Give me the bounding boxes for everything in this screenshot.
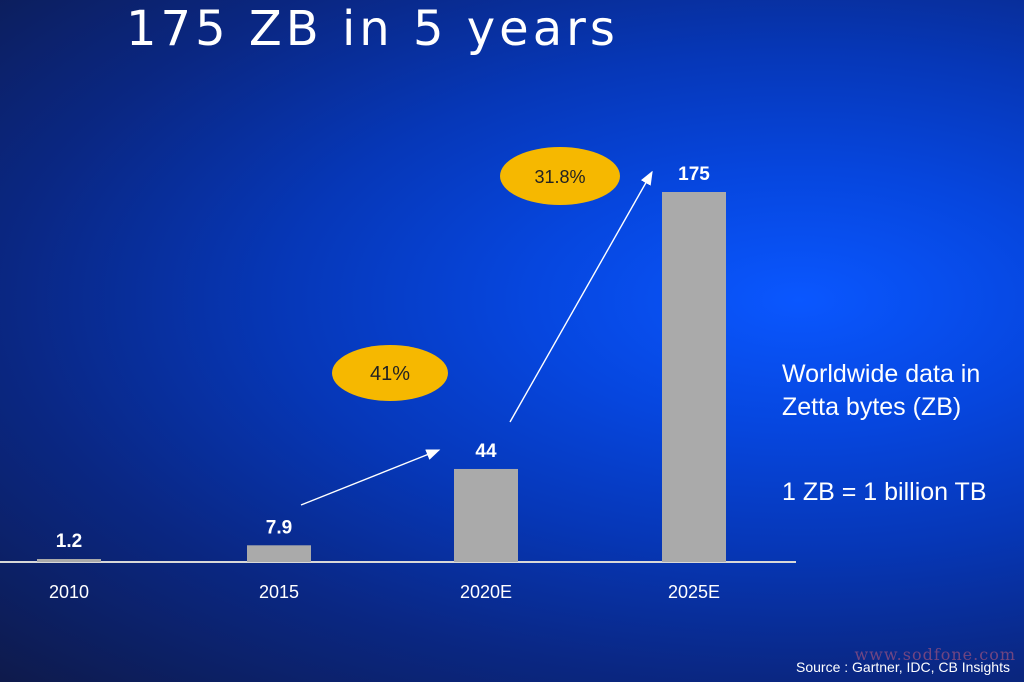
unit-conversion-note: 1 ZB = 1 billion TB bbox=[782, 476, 987, 509]
chart-description-text: Worldwide data in Zetta bytes (ZB) bbox=[782, 360, 981, 421]
x-tick-2020e: 2020E bbox=[460, 582, 512, 602]
bar-2015 bbox=[247, 545, 311, 562]
growth-rate-label-41: 41% bbox=[370, 363, 410, 385]
growth-rate-badge-41 bbox=[332, 345, 448, 401]
x-tick-2025e: 2025E bbox=[668, 582, 720, 602]
x-tick-2010: 2010 bbox=[49, 582, 89, 602]
growth-rate-label-31-8: 31.8% bbox=[534, 167, 585, 187]
watermark-text: www.sodfone.com bbox=[854, 645, 1016, 664]
source-note: Source : Gartner, IDC, CB Insights bbox=[796, 659, 1010, 675]
data-label-2015: 7.9 bbox=[266, 517, 292, 538]
data-label-2025e: 175 bbox=[678, 164, 710, 185]
bar-2025e bbox=[662, 192, 726, 562]
data-label-2020e: 44 bbox=[475, 441, 497, 462]
growth-arrow-2015-2020 bbox=[300, 449, 441, 506]
data-label-2010: 1.2 bbox=[56, 531, 82, 552]
growth-arrow-2020-2025 bbox=[509, 170, 653, 423]
x-tick-2015: 2015 bbox=[259, 582, 299, 602]
growth-rate-badge-31-8 bbox=[500, 147, 620, 205]
chart-description: Worldwide data in Zetta bytes (ZB) bbox=[782, 358, 980, 424]
chart-annotations-layer: 41% 31.8% bbox=[300, 147, 653, 506]
chart-labels-layer: 1.2 2010 7.9 2015 44 2020E 175 2025E bbox=[49, 164, 720, 602]
unit-conversion-text: 1 ZB = 1 billion TB bbox=[782, 478, 987, 506]
chart-bars-layer bbox=[0, 192, 796, 563]
bar-2010 bbox=[37, 559, 101, 562]
bar-2020e bbox=[454, 468, 518, 562]
page-title: 175 ZB in 5 years bbox=[126, 1, 619, 57]
